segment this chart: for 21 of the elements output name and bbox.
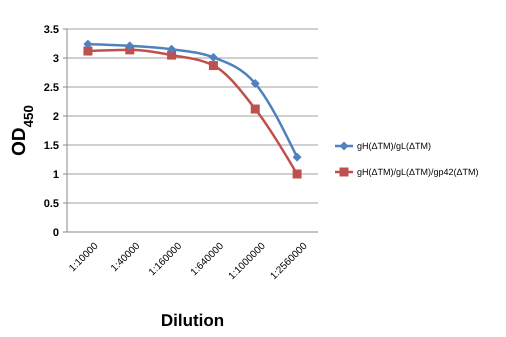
point xyxy=(250,104,260,114)
y-tick-label: 3 xyxy=(52,52,59,65)
x-axis-title: Dilution xyxy=(160,311,224,330)
y-tick-label: 1.5 xyxy=(44,140,59,152)
y-tick-label: 2 xyxy=(52,110,59,123)
point xyxy=(125,41,134,50)
legend-label: gH(ΔTM)/gL(ΔTM)/gp42(ΔTM) xyxy=(357,167,479,178)
y-tick-label: 0.5 xyxy=(44,198,59,210)
point xyxy=(167,44,176,54)
legend-label: gH(ΔTM)/gL(ΔTM) xyxy=(357,141,432,152)
point xyxy=(292,152,302,162)
point xyxy=(250,79,260,88)
y-tick-label: 2.5 xyxy=(44,82,59,94)
point xyxy=(208,61,218,70)
point xyxy=(208,52,218,62)
point xyxy=(83,40,92,49)
point xyxy=(83,46,92,56)
point xyxy=(292,170,302,178)
y-tick-label: 0 xyxy=(52,226,59,239)
y-tick-label: 1 xyxy=(52,168,59,181)
y-tick-label: 3.5 xyxy=(44,24,59,36)
